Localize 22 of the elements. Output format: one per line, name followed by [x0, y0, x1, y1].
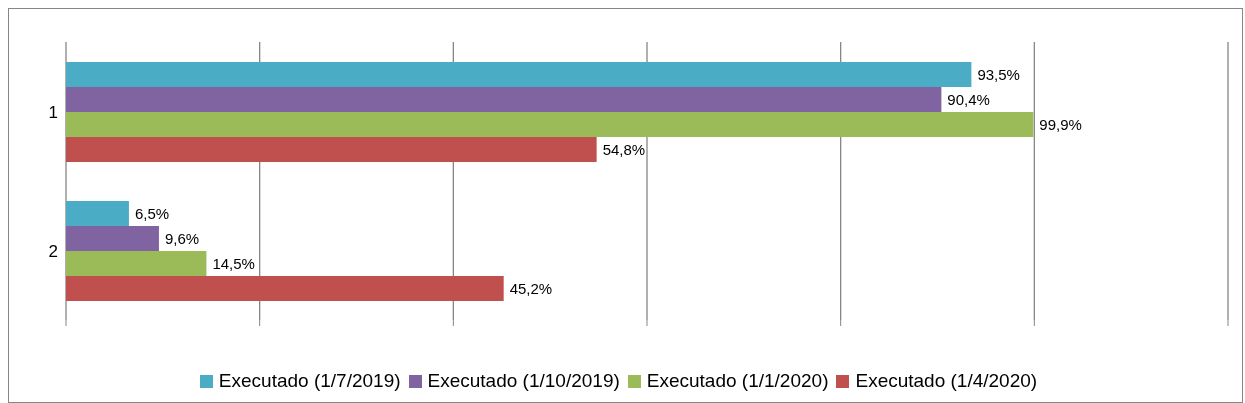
- bar: [66, 87, 942, 112]
- y-tick-label: 1: [48, 102, 58, 122]
- data-label: 99,9%: [1039, 115, 1082, 133]
- bar: [66, 137, 597, 162]
- data-label: 54,8%: [602, 140, 646, 158]
- data-label: 93,5%: [977, 65, 1020, 83]
- bar: [66, 226, 159, 251]
- legend-label: Executado (1/4/2020): [855, 370, 1038, 392]
- legend-label: Executado (1/10/2019): [427, 370, 620, 392]
- bar: [66, 276, 504, 301]
- y-tick-label: 2: [48, 241, 58, 261]
- legend-label: Executado (1/1/2020): [646, 370, 829, 392]
- bar: [66, 251, 207, 276]
- bar: [66, 112, 1034, 137]
- bar: [66, 62, 972, 87]
- bar: [66, 201, 129, 226]
- data-label: 14,5%: [212, 254, 255, 272]
- data-label: 45,2%: [509, 279, 553, 297]
- data-label: 6,5%: [134, 204, 170, 222]
- data-label: 9,6%: [164, 229, 200, 247]
- data-label: 90,4%: [947, 90, 990, 108]
- legend-label: Executado (1/7/2019): [218, 370, 401, 392]
